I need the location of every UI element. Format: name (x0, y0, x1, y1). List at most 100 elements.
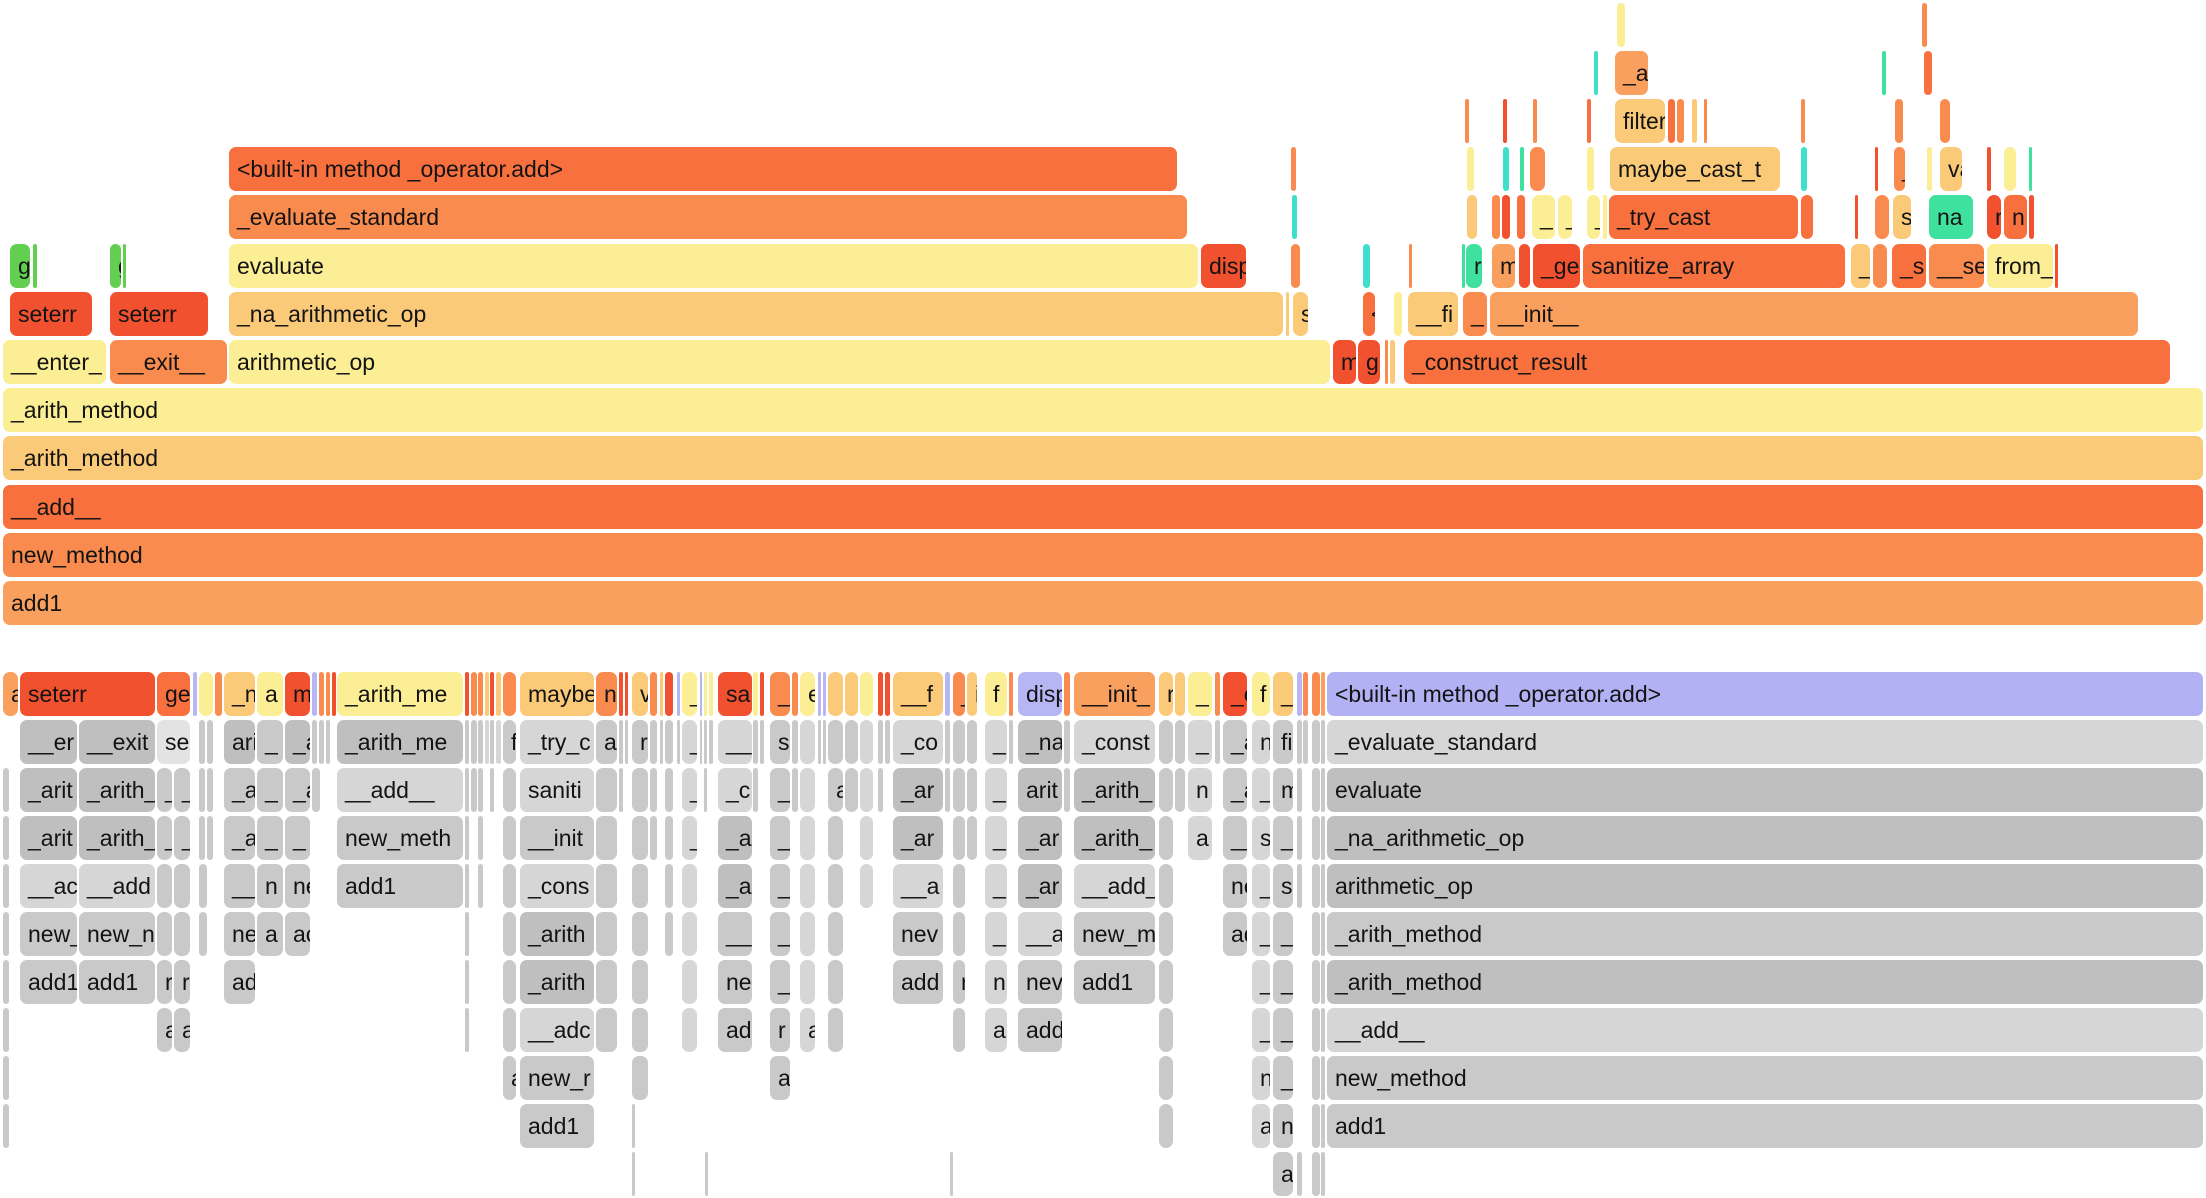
function-header-bar[interactable] (818, 672, 821, 716)
caller-frame-bar[interactable]: _ (985, 912, 1007, 956)
caller-frame-bar[interactable] (1321, 912, 1325, 956)
function-header-bar[interactable]: _ (1188, 672, 1212, 716)
function-header-bar[interactable] (490, 672, 494, 716)
function-header-bar[interactable]: a (3, 672, 18, 716)
function-header-bar[interactable]: _arith_me (337, 672, 463, 716)
caller-frame-bar[interactable] (478, 816, 483, 860)
caller-frame-bar[interactable]: _ (770, 768, 790, 812)
caller-frame-bar[interactable]: _arith_method (1327, 960, 2203, 1004)
caller-frame-bar[interactable] (632, 1008, 648, 1052)
caller-frame-bar[interactable] (878, 720, 883, 764)
function-header-bar[interactable] (660, 672, 663, 716)
caller-frame-bar[interactable] (1312, 960, 1320, 1004)
function-header-bar[interactable] (665, 672, 673, 716)
flame-frame-bar[interactable]: seterr (110, 292, 208, 336)
function-header-bar[interactable]: n (596, 672, 617, 716)
caller-frame-bar[interactable]: new_ (20, 912, 77, 956)
caller-frame-bar[interactable]: _ (682, 720, 697, 764)
caller-frame-bar[interactable] (677, 720, 680, 764)
flame-frame-bar[interactable] (1533, 99, 1537, 143)
caller-frame-bar[interactable]: a (157, 1008, 172, 1052)
caller-frame-bar[interactable]: __add (79, 864, 155, 908)
flame-frame-bar[interactable] (1801, 147, 1807, 191)
function-header-bar[interactable] (878, 672, 883, 716)
caller-frame-bar[interactable]: _ (770, 912, 790, 956)
flame-frame-bar[interactable] (1924, 51, 1932, 95)
caller-frame-bar[interactable] (496, 720, 501, 764)
caller-frame-bar[interactable] (1312, 1008, 1320, 1052)
flame-frame-bar[interactable] (1517, 195, 1525, 239)
flame-frame-bar[interactable] (1502, 195, 1510, 239)
flame-frame-bar[interactable] (2004, 147, 2016, 191)
caller-frame-bar[interactable]: n (1273, 1104, 1293, 1148)
caller-frame-bar[interactable] (503, 864, 516, 908)
caller-frame-bar[interactable]: _ (1273, 816, 1293, 860)
caller-frame-bar[interactable]: _a (224, 768, 255, 812)
caller-frame-bar[interactable] (174, 912, 190, 956)
caller-frame-bar[interactable]: _ (257, 720, 283, 764)
caller-frame-bar[interactable] (3, 816, 9, 860)
function-header-bar[interactable]: _ (1273, 672, 1293, 716)
flame-frame-bar[interactable]: s (1893, 195, 1911, 239)
caller-frame-bar[interactable]: fi (1273, 720, 1293, 764)
caller-frame-bar[interactable] (3, 1104, 9, 1148)
caller-frame-bar[interactable] (3, 960, 9, 1004)
caller-frame-bar[interactable] (665, 768, 673, 812)
caller-frame-bar[interactable] (503, 960, 516, 1004)
caller-frame-bar[interactable]: a (596, 720, 617, 764)
function-header-bar[interactable] (1064, 672, 1070, 716)
function-header-bar[interactable]: seterr (20, 672, 155, 716)
caller-frame-bar[interactable] (953, 720, 965, 764)
caller-frame-bar[interactable]: ne (718, 960, 752, 1004)
flame-frame-bar[interactable] (1875, 195, 1889, 239)
caller-frame-bar[interactable] (1297, 720, 1302, 764)
caller-frame-bar[interactable]: _arith_ (79, 768, 155, 812)
function-header-bar[interactable] (619, 672, 623, 716)
flame-frame-bar[interactable] (1519, 244, 1530, 288)
caller-frame-bar[interactable] (704, 720, 707, 764)
caller-frame-bar[interactable] (465, 768, 469, 812)
caller-frame-bar[interactable] (157, 912, 172, 956)
caller-frame-bar[interactable] (665, 720, 673, 764)
caller-frame-bar[interactable] (471, 768, 477, 812)
caller-frame-bar[interactable]: a (199, 912, 207, 956)
flame-frame-bar[interactable] (33, 244, 37, 288)
caller-frame-bar[interactable]: _ (285, 816, 310, 860)
caller-frame-bar[interactable]: _arith_ (79, 816, 155, 860)
caller-frame-bar[interactable]: _ (1273, 960, 1293, 1004)
function-header-bar[interactable] (1312, 672, 1320, 716)
flame-frame-bar[interactable]: arithmetic_op (229, 340, 1330, 384)
caller-frame-bar[interactable]: _a (1223, 720, 1247, 764)
caller-frame-bar[interactable] (1297, 816, 1302, 860)
caller-frame-bar[interactable] (1009, 720, 1013, 764)
function-header-bar[interactable] (215, 672, 222, 716)
flame-frame-bar[interactable]: maybe_cast_t (1610, 147, 1780, 191)
function-header-bar[interactable] (792, 672, 798, 716)
caller-frame-bar[interactable] (828, 960, 843, 1004)
caller-frame-bar[interactable]: n (257, 864, 283, 908)
caller-frame-bar[interactable] (885, 720, 890, 764)
caller-frame-bar[interactable]: a (770, 1056, 790, 1100)
caller-frame-bar[interactable]: __ (224, 864, 255, 908)
caller-frame-bar[interactable] (503, 912, 516, 956)
caller-frame-bar[interactable] (478, 864, 483, 908)
caller-frame-bar[interactable]: r (770, 1008, 790, 1052)
function-header-bar[interactable] (1009, 672, 1013, 716)
caller-frame-bar[interactable] (860, 816, 873, 860)
function-header-bar[interactable]: m (285, 672, 310, 716)
function-header-bar[interactable] (332, 672, 336, 716)
caller-frame-bar[interactable] (705, 1152, 708, 1196)
caller-frame-bar[interactable] (465, 960, 469, 1004)
caller-frame-bar[interactable] (1321, 1008, 1325, 1052)
caller-frame-bar[interactable] (953, 768, 965, 812)
flame-frame-bar[interactable] (1385, 340, 1388, 384)
caller-frame-bar[interactable] (1321, 1104, 1325, 1148)
caller-frame-bar[interactable]: _na_arithmetic_op (1327, 816, 2203, 860)
flame-frame-bar[interactable] (1587, 99, 1591, 143)
flame-frame-bar[interactable] (1895, 99, 1903, 143)
function-header-bar[interactable] (625, 672, 628, 716)
caller-frame-bar[interactable] (1064, 720, 1070, 764)
function-header-bar[interactable]: f (985, 672, 1007, 716)
flame-frame-bar[interactable] (1594, 51, 1598, 95)
flame-frame-bar[interactable] (1801, 195, 1813, 239)
